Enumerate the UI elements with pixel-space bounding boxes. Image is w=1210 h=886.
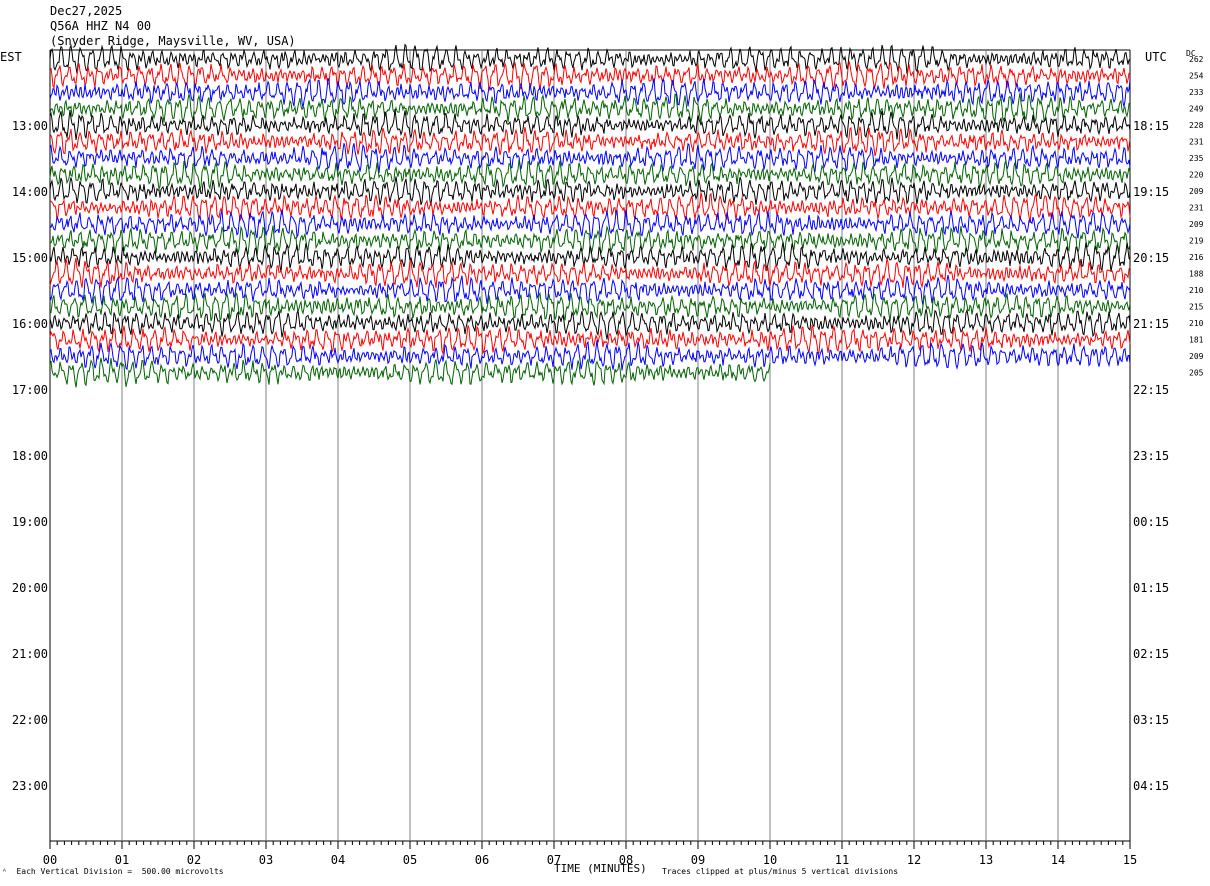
x-tick-label: 03 xyxy=(259,853,273,867)
dc-offset-label: 210 xyxy=(1189,286,1204,295)
seismic-trace xyxy=(50,225,1131,257)
dc-label: DC xyxy=(1186,49,1196,58)
x-tick-label: 13 xyxy=(979,853,993,867)
seismic-trace xyxy=(49,108,1131,141)
est-hour-label: 23:00 xyxy=(12,779,48,793)
x-tick-label: 12 xyxy=(907,853,921,867)
dc-offset-label: 216 xyxy=(1189,253,1204,262)
x-tick-label: 15 xyxy=(1123,853,1137,867)
utc-hour-label: 19:15 xyxy=(1133,185,1169,199)
est-hour-label: 21:00 xyxy=(12,647,48,661)
est-hour-label: 20:00 xyxy=(12,581,48,595)
utc-hour-label: 23:15 xyxy=(1133,449,1169,463)
est-hour-label: 17:00 xyxy=(12,383,48,397)
x-tick-label: 11 xyxy=(835,853,849,867)
x-tick-label: 14 xyxy=(1051,853,1065,867)
dc-offset-label: 228 xyxy=(1189,121,1204,130)
x-tick-label: 09 xyxy=(691,853,705,867)
seismic-trace xyxy=(49,340,1131,371)
seismic-trace xyxy=(49,60,1131,91)
dc-offset-label: 181 xyxy=(1189,336,1204,345)
utc-hour-label: 00:15 xyxy=(1133,515,1169,529)
dc-offset-label: 215 xyxy=(1189,303,1204,312)
dc-offset-label: 231 xyxy=(1189,138,1204,147)
est-hour-label: 16:00 xyxy=(12,317,48,331)
footer-clip-note: Traces clipped at plus/minus 5 vertical … xyxy=(662,867,899,876)
x-tick-label: 02 xyxy=(187,853,201,867)
utc-hour-label: 03:15 xyxy=(1133,713,1169,727)
seismic-trace xyxy=(49,159,1131,191)
dc-offset-label: 209 xyxy=(1189,352,1204,361)
utc-hour-label: 22:15 xyxy=(1133,383,1169,397)
seismic-trace xyxy=(49,257,1131,289)
footer-scale-text: Each Vertical Division = 500.00 microvol… xyxy=(16,867,224,876)
x-tick-label: 06 xyxy=(475,853,489,867)
dc-offset-label: 219 xyxy=(1189,237,1204,246)
utc-hour-label: 21:15 xyxy=(1133,317,1169,331)
footer-scale-icon: ᴬ xyxy=(2,867,7,876)
seismic-trace xyxy=(49,77,1131,108)
x-tick-label: 04 xyxy=(331,853,345,867)
seismic-trace xyxy=(49,126,1131,157)
seismic-trace xyxy=(49,142,1131,173)
seismic-trace xyxy=(49,176,1131,206)
dc-offset-label: 188 xyxy=(1189,270,1204,279)
x-tick-label: 07 xyxy=(547,853,561,867)
seismic-trace xyxy=(49,274,1131,306)
seismic-trace xyxy=(49,92,1131,124)
utc-hour-label: 04:15 xyxy=(1133,779,1169,793)
header-station: Q56A HHZ N4 00 xyxy=(50,19,152,33)
header-location: (Snyder Ridge, Maysville, WV, USA) xyxy=(50,34,296,48)
x-tick-label: 08 xyxy=(619,853,633,867)
est-hour-label: 22:00 xyxy=(12,713,48,727)
est-hour-label: 13:00 xyxy=(12,119,48,133)
dc-offset-label: 233 xyxy=(1189,88,1204,97)
dc-offset-label: 235 xyxy=(1189,154,1204,163)
right-timezone-label: UTC xyxy=(1145,50,1167,64)
x-tick-label: 05 xyxy=(403,853,417,867)
dc-offset-label: 220 xyxy=(1189,171,1204,180)
dc-offset-label: 209 xyxy=(1189,187,1204,196)
x-tick-label: 01 xyxy=(115,853,129,867)
dc-offset-label: 262 xyxy=(1189,55,1204,64)
utc-hour-label: 20:15 xyxy=(1133,251,1169,265)
dc-offset-label: 205 xyxy=(1189,369,1204,378)
utc-hour-label: 01:15 xyxy=(1133,581,1169,595)
seismic-trace xyxy=(49,308,1131,340)
seismic-trace xyxy=(49,291,1131,322)
dc-offset-label: 210 xyxy=(1189,319,1204,328)
est-hour-label: 18:00 xyxy=(12,449,48,463)
est-hour-label: 15:00 xyxy=(12,251,48,265)
est-hour-label: 19:00 xyxy=(12,515,48,529)
footer-scale-note: ᴬ Each Vertical Division = 500.00 microv… xyxy=(2,868,224,876)
x-tick-label: 00 xyxy=(43,853,57,867)
utc-hour-label: 02:15 xyxy=(1133,647,1169,661)
x-tick-label: 10 xyxy=(763,853,777,867)
seismic-trace xyxy=(49,357,771,388)
header-date: Dec27,2025 xyxy=(50,4,123,18)
seismic-trace xyxy=(49,43,1131,74)
seismic-trace xyxy=(49,324,1131,356)
left-timezone-label: EST xyxy=(0,50,22,64)
seismic-trace xyxy=(49,209,1131,240)
dc-offset-label: 254 xyxy=(1189,72,1204,81)
est-hour-label: 14:00 xyxy=(12,185,48,199)
dc-offset-label: 231 xyxy=(1189,204,1204,213)
seismic-trace xyxy=(49,192,1131,223)
x-axis-title: TIME (MINUTES) xyxy=(554,862,647,875)
utc-hour-label: 18:15 xyxy=(1133,119,1169,133)
dc-offset-label: 209 xyxy=(1189,220,1204,229)
dc-offset-label: 249 xyxy=(1189,105,1204,114)
seismic-trace xyxy=(49,242,1131,273)
